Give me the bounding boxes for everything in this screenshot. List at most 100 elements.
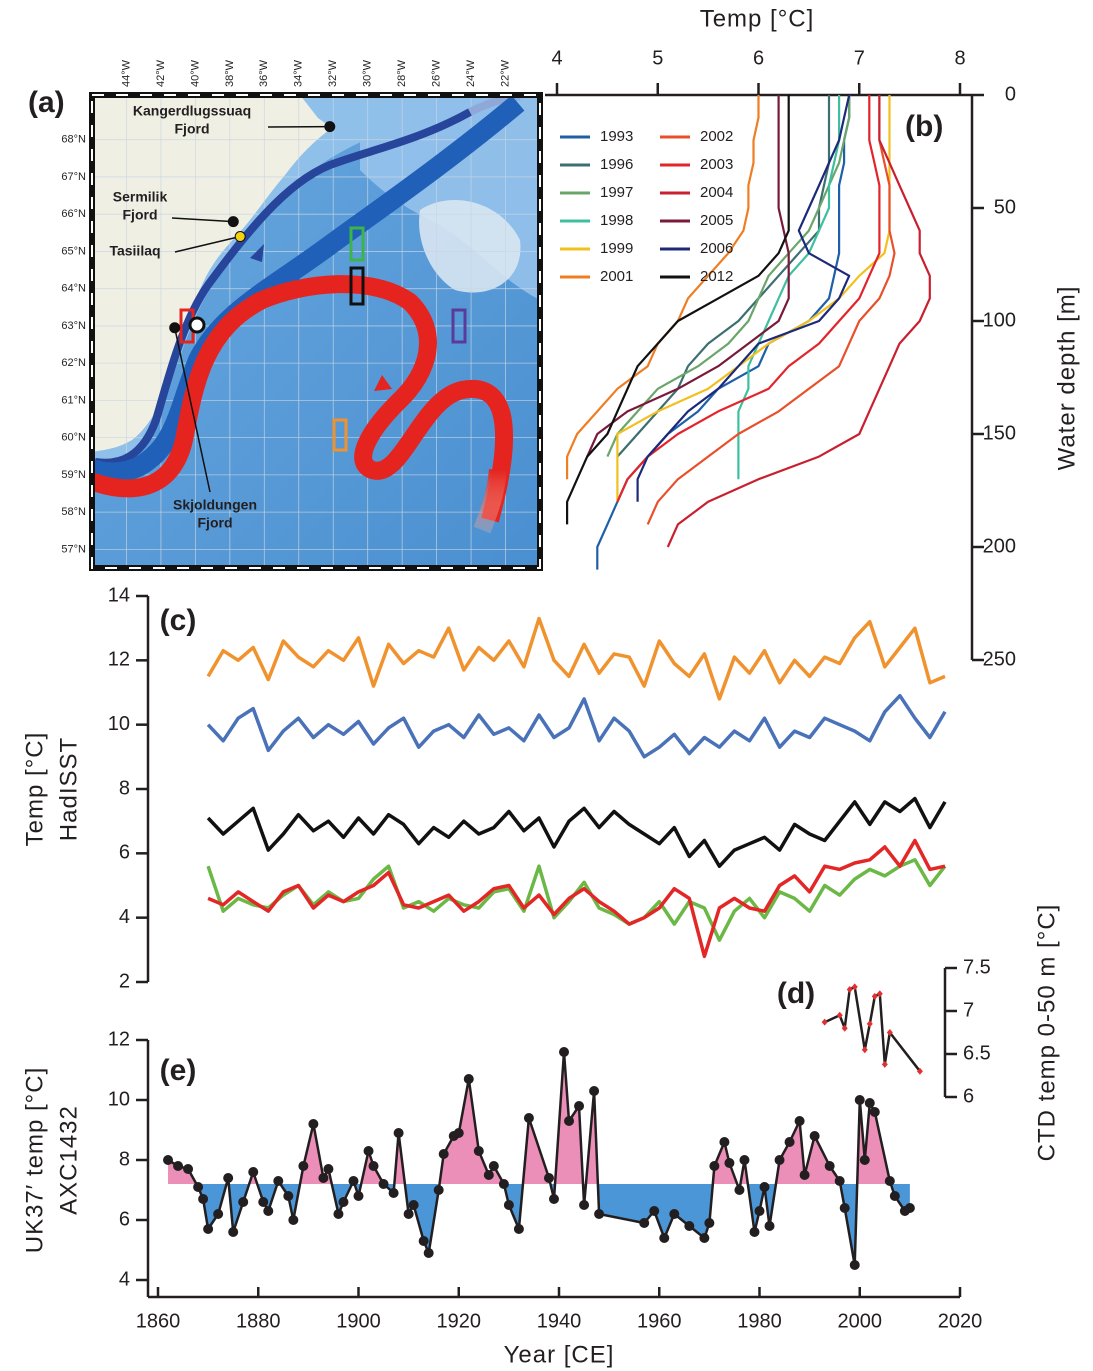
data-point (846, 986, 853, 993)
place-marker (324, 121, 336, 133)
data-point (719, 1137, 730, 1147)
x-tick-label: 40°W (189, 59, 201, 87)
data-point (884, 1176, 895, 1186)
data-point (548, 1194, 559, 1204)
data-point (333, 1209, 344, 1219)
y-tick-label: 50 (994, 196, 1016, 218)
y-tick-label: 8 (119, 1148, 130, 1170)
data-point (483, 1170, 494, 1180)
y-tick-label: 150 (983, 422, 1016, 444)
data-point (393, 1128, 404, 1138)
y-tick-label: 7.5 (963, 956, 991, 978)
x-tick-label: 34°W (293, 59, 305, 87)
place-label: Fjord (175, 121, 210, 137)
x-tick-label: 30°W (362, 59, 374, 87)
data-point (388, 1188, 399, 1198)
irminger-fade (473, 469, 507, 534)
y-tick-label: 61°N (61, 394, 86, 406)
data-point (649, 1206, 660, 1216)
data-point (866, 1020, 873, 1028)
data-point (839, 1203, 850, 1213)
data-point (849, 1260, 860, 1270)
x-tick-label: 8 (954, 47, 965, 69)
arrow (250, 244, 264, 262)
y-tick-label: 6 (119, 842, 130, 864)
y-tick-label: 12 (108, 649, 130, 671)
x-tick-label: 22°W (499, 59, 511, 87)
core-site (188, 316, 206, 334)
data-point (473, 1146, 484, 1156)
y-tick-label: 59°N (61, 469, 86, 481)
y-axis-title: Temp [°C] (21, 732, 48, 847)
data-point (774, 1155, 785, 1165)
data-point (889, 1191, 900, 1201)
x-tick-label: 24°W (465, 59, 477, 87)
place-label: Sermilik (113, 189, 168, 205)
y-tick-label: 7 (963, 999, 974, 1021)
coastal-current (94, 108, 472, 467)
data-point (173, 1161, 184, 1171)
series-line (824, 985, 921, 1072)
data-point (298, 1161, 309, 1171)
profile-line (737, 95, 841, 480)
legend-label: 1997 (600, 184, 633, 201)
profile-line (666, 95, 931, 548)
data-point (258, 1197, 269, 1207)
data-point (864, 1098, 875, 1108)
site-box (349, 226, 365, 262)
data-point (859, 1155, 870, 1165)
map-frame-dash (91, 94, 541, 569)
leader-line (173, 327, 211, 493)
place-marker (234, 231, 246, 243)
data-point (734, 1185, 745, 1195)
data-point (363, 1146, 374, 1156)
legend-label: 2002 (700, 128, 733, 145)
arrow (285, 261, 303, 281)
legend-label: 1996 (600, 156, 633, 173)
legend-label: 1998 (600, 212, 633, 229)
y-tick-label: 6 (963, 1085, 974, 1107)
y-axis-title: Water depth [m] (1053, 286, 1080, 471)
data-point (871, 992, 878, 1000)
data-point (488, 1161, 499, 1171)
y-tick-label: 8 (119, 777, 130, 799)
y-tick-label: 65°N (61, 245, 86, 257)
data-point (886, 1029, 893, 1036)
x-axis-title: Year [CE] (504, 1341, 615, 1368)
profile-line (616, 95, 881, 503)
data-point (338, 1197, 349, 1207)
site-box (451, 308, 467, 344)
y-axis-title: AXC1432 (55, 1105, 82, 1215)
y-tick-label: 10 (108, 713, 130, 735)
legend-label: 2005 (700, 212, 733, 229)
x-tick-label: 1900 (336, 1310, 381, 1332)
data-point (273, 1176, 284, 1186)
profile-line (646, 95, 896, 525)
data-point (559, 1047, 570, 1057)
y-axis-title: HadISST (55, 737, 82, 841)
data-point (904, 1203, 915, 1213)
x-tick-label: 4 (551, 47, 562, 69)
data-point (228, 1227, 239, 1237)
series-line (207, 838, 946, 959)
profile-line (606, 95, 851, 458)
panel-label: (d) (777, 977, 815, 1010)
y-tick-label: 4 (119, 906, 130, 928)
legend-label: 1993 (600, 128, 633, 145)
place-label: Kangerdlugssuaq (133, 103, 251, 119)
data-point (318, 1173, 329, 1183)
data-point (453, 1128, 464, 1138)
x-tick-label: 6 (753, 47, 764, 69)
data-point (503, 1200, 514, 1210)
data-point (543, 1173, 554, 1183)
site-box (349, 266, 365, 306)
x-tick-label: 32°W (327, 59, 339, 87)
y-tick-label: 63°N (61, 320, 86, 332)
data-point (799, 1170, 810, 1180)
data-point (916, 1067, 923, 1075)
place-label: Skjoldungen (173, 497, 257, 513)
data-point (423, 1248, 434, 1258)
legend-label: 1999 (600, 240, 633, 257)
x-tick-label: 1980 (737, 1310, 782, 1332)
leader-line (174, 235, 241, 253)
